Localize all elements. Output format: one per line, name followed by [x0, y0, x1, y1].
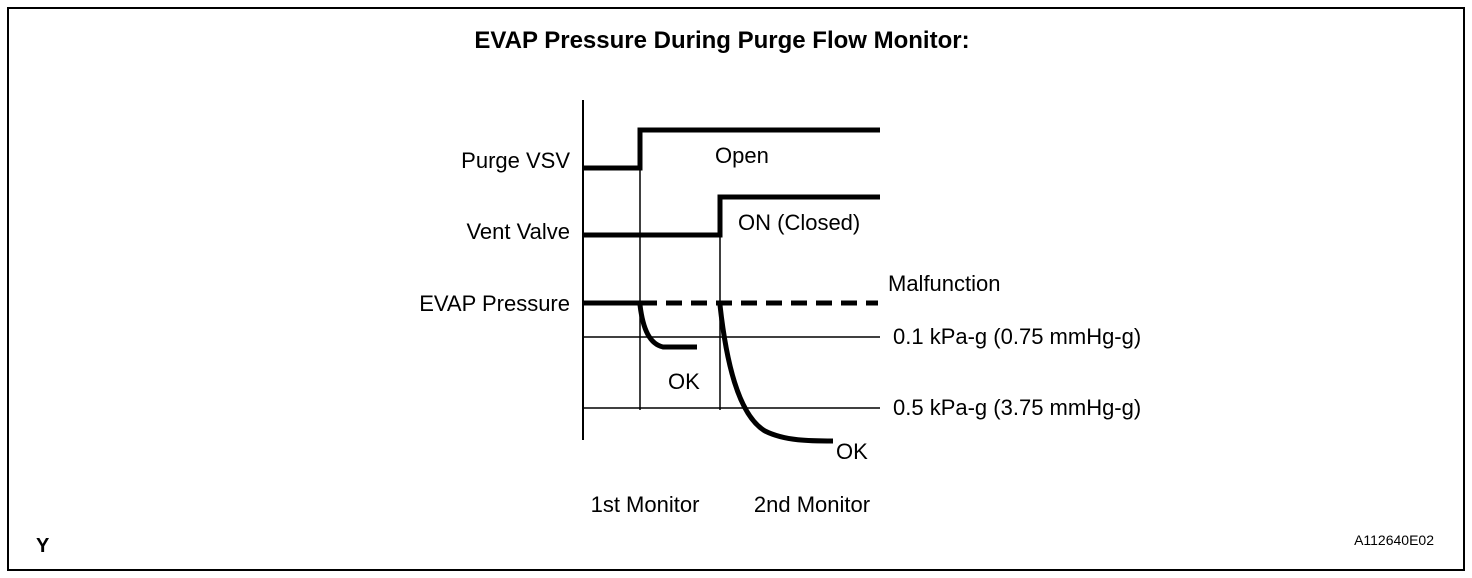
- vent-valve-label: Vent Valve: [466, 219, 570, 244]
- figure-code: A112640E02: [1354, 532, 1434, 548]
- diagram-border: [7, 7, 1465, 571]
- monitor-first-label: 1st Monitor: [591, 492, 700, 517]
- ok-label-second: OK: [836, 439, 868, 464]
- corner-mark: Y: [36, 535, 50, 557]
- evap-pressure-curve-first: [637, 304, 697, 350]
- diagram-title: EVAP Pressure During Purge Flow Monitor:: [474, 27, 969, 54]
- malfunction-label: Malfunction: [888, 271, 1001, 296]
- purge-vsv-label: Purge VSV: [461, 148, 570, 173]
- purge-vsv-state-label: Open: [715, 143, 769, 168]
- ok-label-first: OK: [668, 369, 700, 394]
- vent-valve-trace: [583, 194, 880, 238]
- threshold-lower-label: 0.5 kPa-g (3.75 mmHg-g): [893, 395, 1141, 420]
- evap-pressure-label: EVAP Pressure: [419, 291, 570, 316]
- purge-vsv-trace: [583, 127, 880, 171]
- monitor-second-label: 2nd Monitor: [754, 492, 870, 517]
- vent-valve-state-label: ON (Closed): [738, 210, 860, 235]
- evap-pressure-curve-second: [717, 304, 834, 444]
- threshold-upper-label: 0.1 kPa-g (0.75 mmHg-g): [893, 324, 1141, 349]
